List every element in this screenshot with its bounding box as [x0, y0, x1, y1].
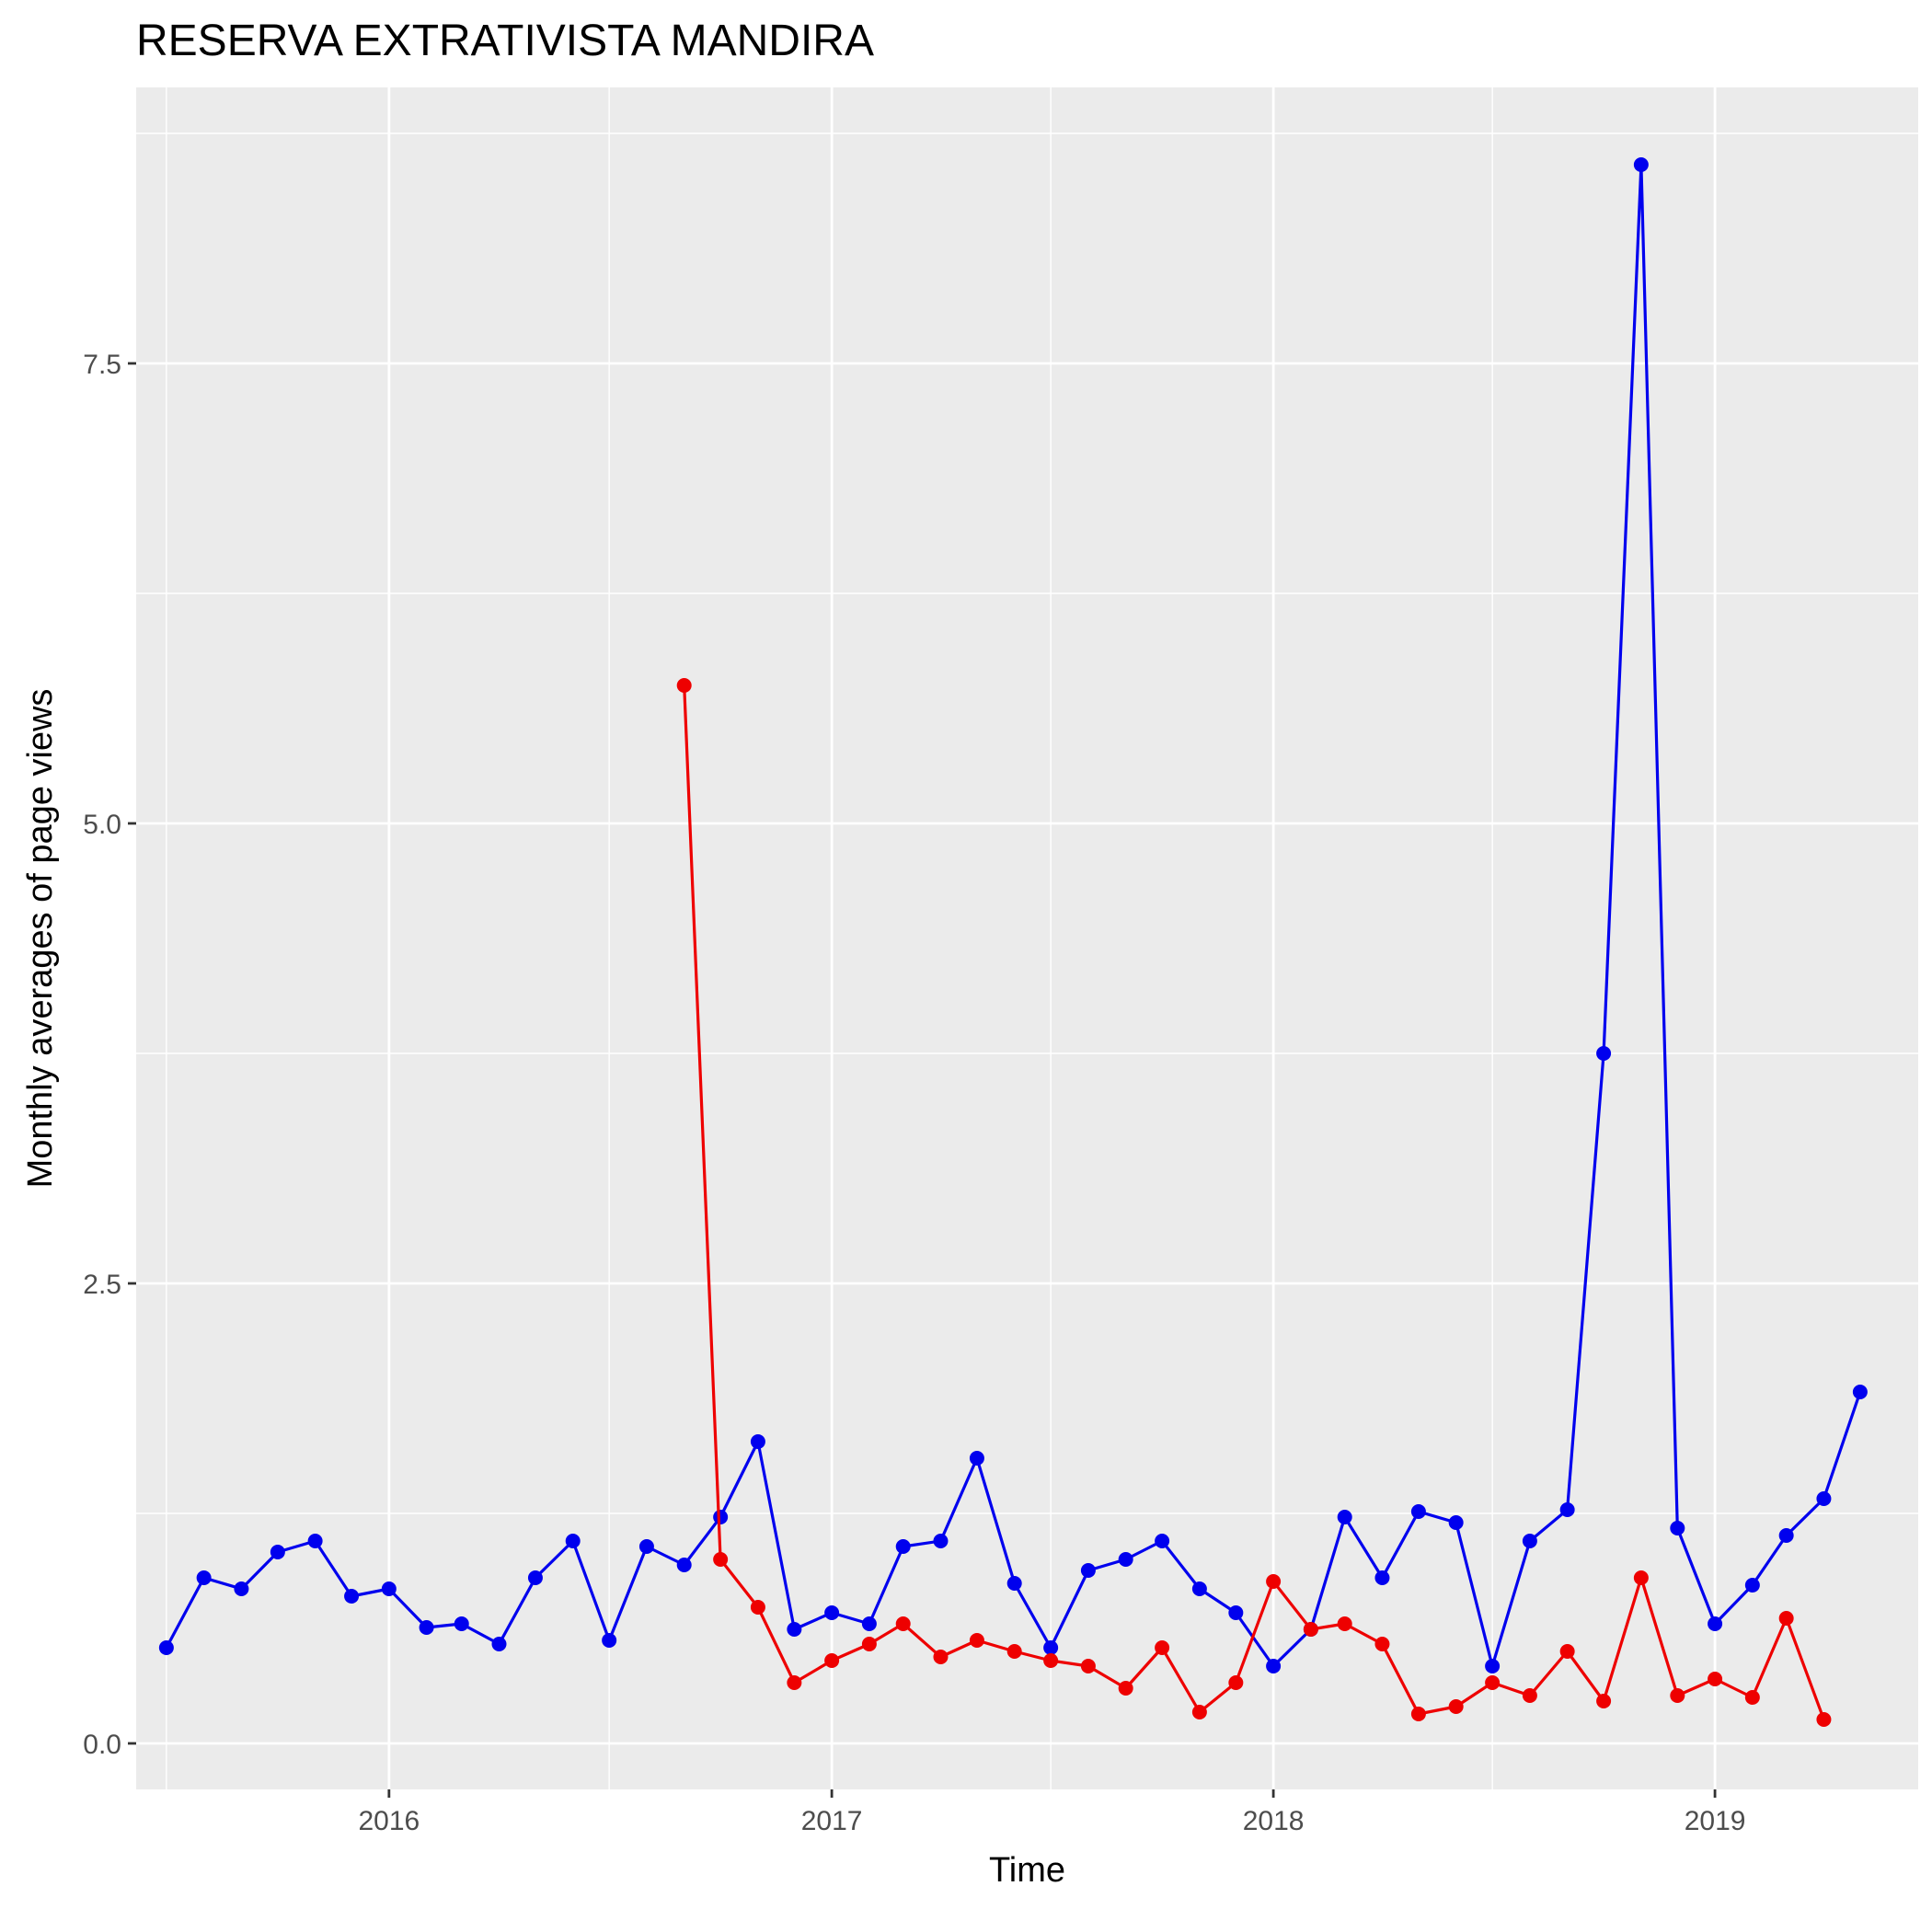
data-point: [1337, 1510, 1352, 1524]
data-point: [1485, 1675, 1501, 1690]
data-point: [1374, 1570, 1390, 1585]
grid-minor: [136, 87, 1918, 1789]
data-point: [1670, 1688, 1685, 1703]
data-point: [1816, 1712, 1832, 1727]
x-tick-label: 2018: [1243, 1806, 1305, 1836]
data-point: [1155, 1534, 1170, 1548]
grid-major: [136, 87, 1918, 1789]
data-point: [1559, 1502, 1575, 1517]
data-point: [196, 1570, 212, 1585]
data-point: [381, 1581, 397, 1596]
data-point: [234, 1581, 249, 1596]
data-point: [824, 1653, 840, 1668]
data-point: [676, 1558, 692, 1572]
data-point: [1118, 1681, 1133, 1696]
data-point: [1080, 1563, 1096, 1578]
data-point: [454, 1616, 469, 1631]
series-layer: [158, 157, 1868, 1727]
data-point: [1744, 1578, 1760, 1593]
data-point: [1266, 1659, 1282, 1673]
data-point: [1043, 1640, 1059, 1655]
data-point: [933, 1534, 949, 1548]
x-axis: 2016 2017 2018 2019: [358, 1789, 1745, 1836]
data-point: [750, 1434, 765, 1449]
data-point: [1155, 1640, 1170, 1655]
data-point: [1303, 1622, 1318, 1637]
data-point: [1080, 1659, 1096, 1673]
data-point: [895, 1616, 911, 1631]
data-point: [1006, 1644, 1022, 1659]
data-point: [1596, 1046, 1612, 1061]
x-axis-title: Time: [989, 1851, 1065, 1890]
data-point: [491, 1637, 507, 1651]
data-point: [895, 1539, 911, 1554]
data-point: [1191, 1581, 1207, 1596]
x-tick-label: 2019: [1685, 1806, 1746, 1836]
data-point: [419, 1620, 434, 1635]
data-point: [1191, 1705, 1207, 1719]
data-point: [1410, 1707, 1426, 1721]
data-point: [1228, 1605, 1244, 1620]
data-point: [1043, 1653, 1059, 1668]
data-point: [1816, 1491, 1832, 1506]
data-point: [1266, 1574, 1282, 1589]
y-tick-label: 5.0: [83, 810, 121, 840]
data-point: [1374, 1637, 1390, 1651]
data-point: [1522, 1688, 1537, 1703]
data-point: [1852, 1385, 1868, 1399]
data-point: [1522, 1534, 1537, 1548]
data-point: [861, 1637, 877, 1651]
data-point: [676, 678, 692, 693]
y-axis: 0.0 2.5 5.0 7.5: [83, 350, 136, 1760]
data-point: [969, 1633, 984, 1648]
data-point: [1633, 1570, 1649, 1585]
data-point: [565, 1534, 581, 1548]
data-point: [1778, 1528, 1794, 1543]
data-point: [713, 1552, 729, 1567]
data-point: [787, 1675, 802, 1690]
data-point: [1228, 1675, 1244, 1690]
data-point: [824, 1605, 840, 1620]
data-point: [933, 1650, 949, 1664]
data-point: [527, 1570, 543, 1585]
data-point: [602, 1633, 617, 1648]
data-point: [307, 1534, 323, 1548]
data-point: [1006, 1576, 1022, 1591]
data-point: [1410, 1504, 1426, 1519]
data-point: [969, 1451, 984, 1466]
x-tick-label: 2017: [801, 1806, 863, 1836]
data-point: [1118, 1552, 1133, 1567]
chart-title: RESERVA EXTRATIVISTA MANDIRA: [136, 17, 874, 65]
y-tick-label: 7.5: [83, 350, 121, 380]
y-axis-title: Monthly averages of page views: [21, 689, 60, 1189]
plot-panel: [136, 87, 1918, 1789]
data-point: [1337, 1616, 1352, 1631]
data-point: [1744, 1690, 1760, 1705]
data-point: [1485, 1659, 1501, 1673]
data-point: [1708, 1672, 1723, 1686]
data-point: [1708, 1616, 1723, 1631]
data-point: [638, 1539, 654, 1554]
data-point: [1596, 1694, 1612, 1708]
data-point: [1670, 1521, 1685, 1535]
data-point: [270, 1545, 285, 1559]
data-point: [1778, 1611, 1794, 1626]
data-point: [344, 1589, 360, 1604]
data-point: [1448, 1699, 1464, 1714]
x-tick-label: 2016: [358, 1806, 420, 1836]
data-point: [1448, 1515, 1464, 1530]
data-point: [1633, 157, 1649, 172]
data-point: [1559, 1644, 1575, 1659]
data-point: [158, 1640, 174, 1655]
data-point: [787, 1622, 802, 1637]
y-tick-label: 0.0: [83, 1730, 121, 1760]
data-point: [861, 1616, 877, 1631]
y-tick-label: 2.5: [83, 1270, 121, 1300]
data-point: [750, 1600, 765, 1615]
data-point: [713, 1510, 729, 1524]
series-red: [676, 678, 1832, 1727]
series-blue: [158, 157, 1868, 1673]
